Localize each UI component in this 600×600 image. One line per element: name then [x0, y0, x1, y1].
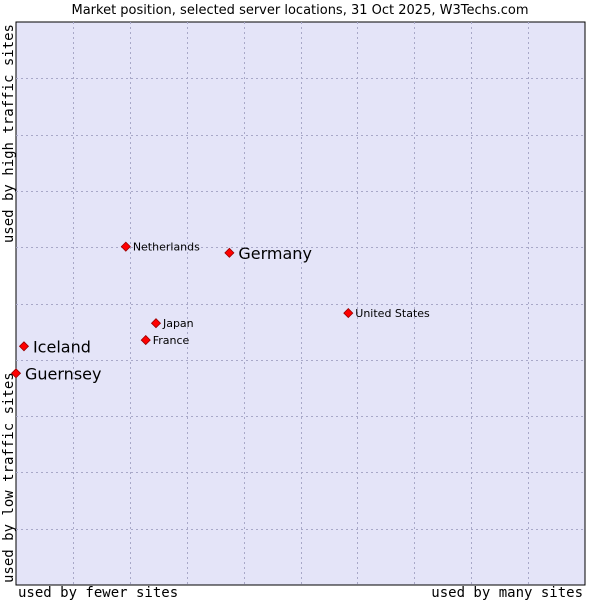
point-marker-netherlands: [120, 241, 131, 252]
point-marker-united-states: [343, 308, 354, 319]
point-marker-germany: [224, 247, 235, 258]
x-axis-label-left: used by fewer sites: [18, 585, 178, 600]
plot-area: [15, 21, 586, 586]
point-label-netherlands: Netherlands: [133, 241, 200, 254]
point-marker-japan: [150, 318, 162, 329]
y-axis-label-top: used by high traffic sites: [1, 24, 17, 243]
point-label-germany: Germany: [238, 244, 312, 263]
point-marker-iceland: [18, 341, 30, 352]
chart-title: Market position, selected server locatio…: [71, 3, 528, 18]
point-label-united-states: United States: [355, 307, 430, 320]
point-label-japan: Japan: [162, 317, 194, 330]
y-axis-label-bottom: used by low traffic sites: [1, 372, 17, 583]
data-points: Netherlands Germany United States Japan Fran…: [10, 241, 430, 383]
grid-lines: [16, 22, 585, 585]
point-marker-france: [140, 335, 151, 346]
point-label-guernsey: Guernsey: [25, 364, 101, 383]
x-axis-label-right: used by many sites: [431, 585, 583, 600]
point-label-france: France: [153, 334, 190, 347]
point-label-iceland: Iceland: [33, 337, 91, 356]
point-marker-guernsey: [10, 368, 22, 379]
